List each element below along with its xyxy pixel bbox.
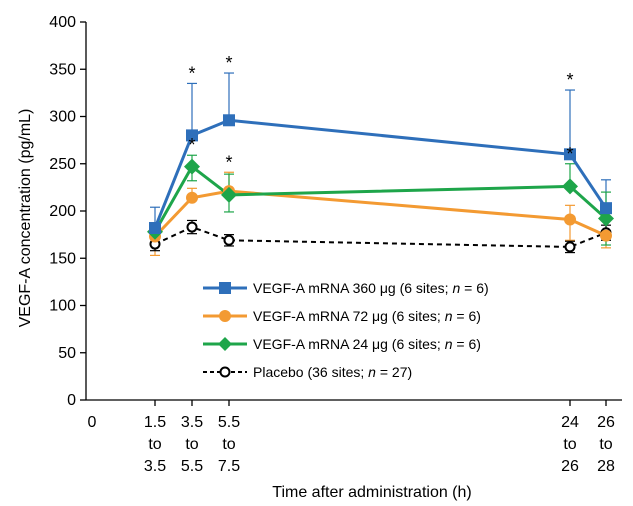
x-tick-label: 0 (88, 414, 97, 431)
y-tick-label: 100 (49, 298, 76, 315)
significance-marker: * (566, 144, 573, 164)
data-point-circle (600, 229, 612, 242)
x-tick-label: 3.5 (181, 414, 203, 431)
legend-item: VEGF-A mRNA 72 μg (6 sites; n = 6) (203, 302, 489, 330)
legend-label: Placebo (36 sites; n = 27) (253, 364, 413, 380)
y-tick-label: 0 (67, 392, 76, 409)
data-point-square (186, 129, 198, 142)
data-point-circle (186, 191, 198, 204)
x-tick-label: to (599, 436, 612, 453)
legend-swatch-square (203, 282, 247, 294)
data-point-square (564, 148, 576, 161)
data-point-open-circle (564, 241, 576, 253)
data-point-square (600, 202, 612, 215)
data-point-square (223, 114, 235, 127)
y-tick-label: 400 (49, 14, 76, 31)
significance-marker: * (225, 53, 232, 73)
legend: VEGF-A mRNA 360 μg (6 sites; n = 6) VEGF… (203, 274, 489, 386)
x-tick-label: to (185, 436, 198, 453)
data-point-diamond (562, 178, 578, 195)
data-point-diamond (598, 210, 614, 227)
chart-axes: 0 50 100 150 200 250 300 350 400 0 1.5 to 3.5 3.5 to 5.… (49, 14, 622, 475)
x-tick-label: 5.5 (181, 458, 203, 475)
y-tick-label: 300 (49, 109, 76, 126)
significance-marker: * (225, 152, 232, 172)
data-point-circle (564, 213, 576, 226)
x-tick-label: to (563, 436, 576, 453)
y-tick-label: 50 (58, 345, 76, 362)
y-tick-label: 250 (49, 156, 76, 173)
series-line (153, 164, 607, 233)
data-point-diamond (221, 186, 237, 203)
legend-label: VEGF-A mRNA 72 μg (6 sites; n = 6) (253, 308, 481, 324)
legend-label: VEGF-A mRNA 24 μg (6 sites; n = 6) (253, 336, 481, 352)
legend-item: VEGF-A mRNA 360 μg (6 sites; n = 6) (203, 274, 489, 302)
series-line (153, 189, 607, 238)
x-tick-label: 26 (561, 458, 579, 475)
series-layer: * * * * * * (147, 53, 614, 257)
series-line (153, 118, 608, 229)
y-axis-label: VEGF-A concentration (pg/mL) (17, 109, 34, 328)
x-tick-label: 1.5 (144, 414, 166, 431)
significance-marker: * (188, 63, 195, 83)
data-point-open-circle (223, 234, 235, 246)
legend-swatch-circle (203, 310, 247, 322)
data-point-open-circle (186, 221, 198, 233)
y-tick-label: 350 (49, 61, 76, 78)
x-tick-label: 3.5 (144, 458, 166, 475)
x-tick-label: 7.5 (218, 458, 240, 475)
x-axis-label: Time after administration (h) (272, 484, 471, 501)
x-tick-label: 28 (597, 458, 615, 475)
legend-swatch-open-circle (203, 366, 247, 378)
data-point-diamond (184, 158, 200, 175)
legend-swatch-diamond (203, 337, 247, 351)
x-tick-label: 24 (561, 414, 579, 431)
significance-marker: * (566, 70, 573, 90)
x-tick-label: 26 (597, 414, 615, 431)
series-line (154, 225, 607, 248)
y-tick-label: 150 (49, 250, 76, 267)
legend-label: VEGF-A mRNA 360 μg (6 sites; n = 6) (253, 280, 489, 296)
data-point-square (149, 222, 161, 235)
significance-marker: * (188, 135, 195, 155)
x-tick-label: 5.5 (218, 414, 240, 431)
x-tick-label: to (148, 436, 161, 453)
legend-item: Placebo (36 sites; n = 27) (203, 358, 489, 386)
legend-item: VEGF-A mRNA 24 μg (6 sites; n = 6) (203, 330, 489, 358)
x-tick-label: to (222, 436, 235, 453)
y-tick-label: 200 (49, 203, 76, 220)
